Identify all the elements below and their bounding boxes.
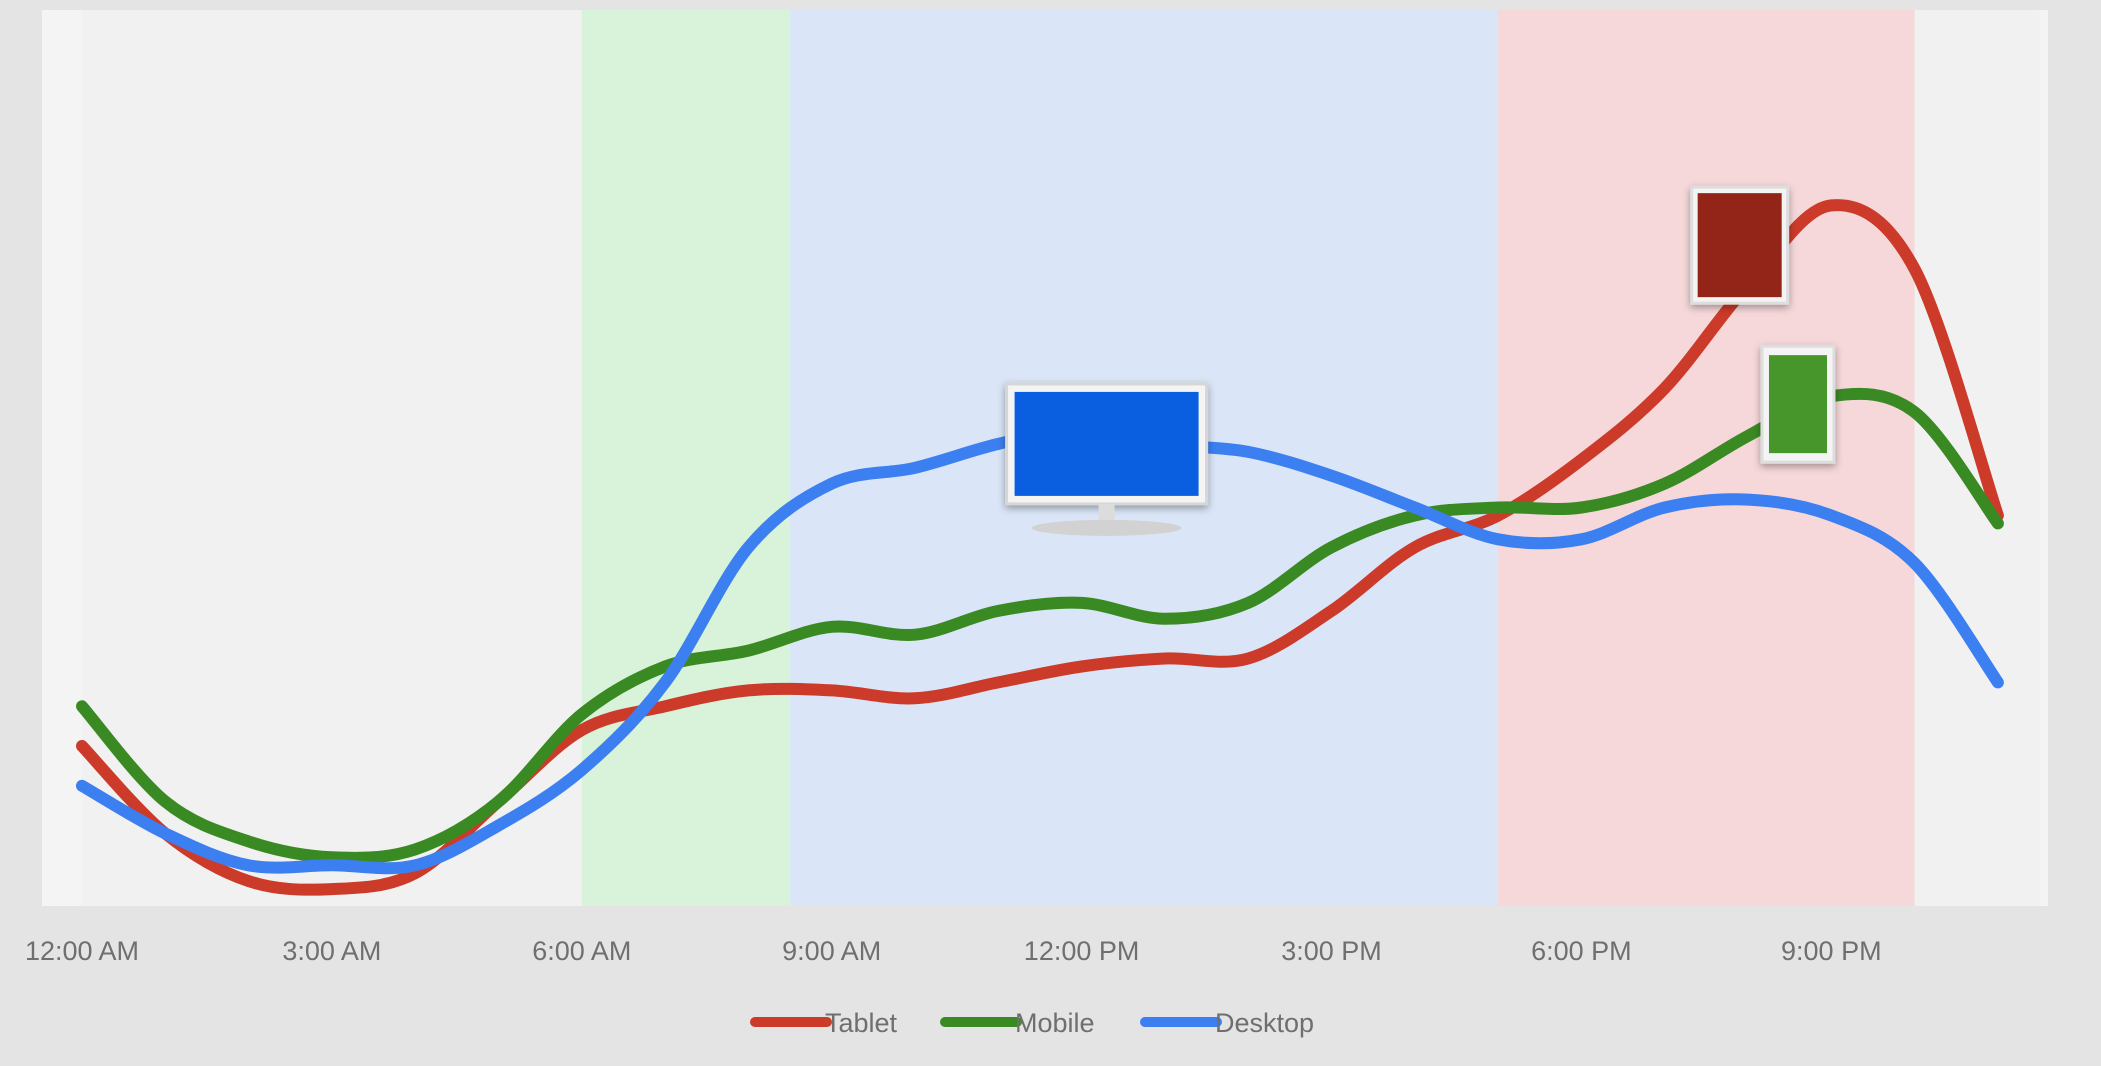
legend: Tablet Mobile Desktop (750, 1008, 1314, 1038)
legend-item-mobile: Mobile (940, 1008, 1095, 1038)
time-band-1 (581, 10, 791, 906)
device-icons (1005, 185, 1836, 536)
legend-item-tablet: Tablet (750, 1008, 898, 1038)
x-tick-label: 3:00 PM (1281, 936, 1382, 966)
x-tick-label: 3:00 AM (282, 936, 381, 966)
time-band-0 (82, 10, 582, 906)
desktop-icon (1005, 382, 1209, 536)
series-line-mobile (76, 387, 2004, 864)
x-tick-label: 9:00 AM (782, 936, 881, 966)
mobile-icon (1760, 344, 1836, 464)
legend-item-desktop: Desktop (1140, 1008, 1314, 1038)
legend-label: Tablet (825, 1008, 898, 1038)
x-axis: 12:00 AM 3:00 AM 6:00 AM 9:00 AM 12:00 PM 3:0… (25, 936, 1882, 966)
x-tick-label: 12:00 AM (25, 936, 139, 966)
x-tick-label: 9:00 PM (1781, 936, 1882, 966)
x-tick-label: 12:00 PM (1024, 936, 1140, 966)
x-tick-label: 6:00 AM (532, 936, 631, 966)
tablet-icon (1690, 185, 1790, 305)
legend-label: Desktop (1215, 1008, 1314, 1038)
x-tick-label: 6:00 PM (1531, 936, 1632, 966)
legend-label: Mobile (1015, 1008, 1095, 1038)
